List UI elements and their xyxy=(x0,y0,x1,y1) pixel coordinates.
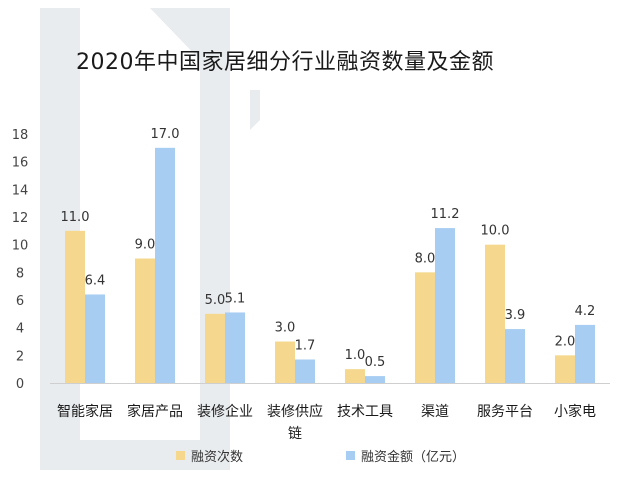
legend-item-amount: 融资金额（亿元） xyxy=(346,446,465,465)
bar-count xyxy=(485,244,505,383)
bar-count xyxy=(135,258,155,383)
y-tick-label: 0 xyxy=(16,377,24,392)
y-tick-label: 14 xyxy=(12,183,29,198)
data-label: 0.5 xyxy=(365,355,386,370)
data-label: 10.0 xyxy=(481,224,510,239)
x-tick-label: 家居产品 xyxy=(127,403,183,420)
data-label: 4.2 xyxy=(575,304,596,319)
bar-count xyxy=(275,341,295,383)
y-tick-label: 12 xyxy=(12,211,29,226)
bar-amount xyxy=(295,359,315,383)
bar-amount xyxy=(155,147,175,383)
y-tick-label: 16 xyxy=(12,156,29,171)
legend-label-count: 融资次数 xyxy=(191,450,244,465)
data-label: 3.0 xyxy=(275,321,296,336)
data-label: 3.9 xyxy=(505,308,526,323)
x-tick-label: 服务平台 xyxy=(477,404,533,420)
chart-title: 2020年中国家居细分行业融资数量及金额 xyxy=(76,50,494,75)
data-label: 8.0 xyxy=(415,251,436,266)
bar-amount xyxy=(85,294,105,383)
bar-count xyxy=(205,313,225,383)
legend-swatch-amount xyxy=(346,451,355,460)
data-label: 2.0 xyxy=(555,334,576,349)
data-label: 5.1 xyxy=(225,291,246,306)
legend: 融资次数 融资金额（亿元） xyxy=(0,446,635,466)
y-tick-label: 8 xyxy=(16,266,24,281)
data-label: 11.2 xyxy=(431,207,460,222)
data-label: 1.0 xyxy=(345,348,366,363)
legend-swatch-count xyxy=(176,451,185,460)
data-label: 9.0 xyxy=(135,238,156,253)
x-tick-label: 小家电 xyxy=(554,403,596,420)
bar-amount xyxy=(225,312,245,383)
bar-amount xyxy=(365,376,385,383)
data-label: 5.0 xyxy=(205,293,226,308)
legend-item-count: 融资次数 xyxy=(176,446,243,465)
y-tick-label: 10 xyxy=(12,239,29,254)
data-label: 17.0 xyxy=(151,127,180,142)
x-tick-label: 装修供应链 xyxy=(267,403,323,442)
data-label: 1.7 xyxy=(295,338,316,353)
bar-count xyxy=(65,230,85,383)
y-tick-label: 6 xyxy=(16,294,24,309)
bar-amount xyxy=(575,324,595,383)
x-tick-label: 智能家居 xyxy=(57,403,113,420)
legend-label-amount: 融资金额（亿元） xyxy=(361,450,466,465)
y-tick-label: 4 xyxy=(16,322,24,337)
x-tick-label: 装修企业 xyxy=(197,403,253,420)
data-label: 6.4 xyxy=(85,273,106,288)
x-tick-label: 渠道 xyxy=(421,404,449,420)
x-tick-label: 技术工具 xyxy=(337,404,393,420)
y-tick-label: 2 xyxy=(16,349,24,364)
bar-amount xyxy=(435,228,455,383)
bar-count xyxy=(415,272,435,383)
bar-count xyxy=(555,355,575,383)
bar-amount xyxy=(505,329,525,383)
data-label: 11.0 xyxy=(61,210,90,225)
y-tick-label: 18 xyxy=(12,128,29,143)
bar-count xyxy=(345,369,365,383)
